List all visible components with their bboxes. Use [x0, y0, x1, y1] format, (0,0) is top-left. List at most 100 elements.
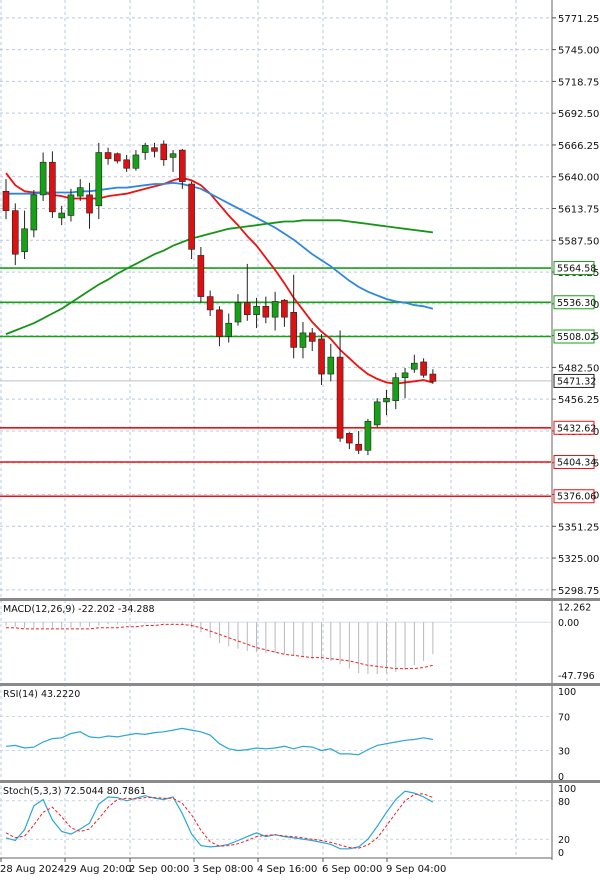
candle-bearish — [216, 309, 223, 337]
candle-bullish — [401, 372, 409, 378]
price-tick-label: 5351.25 — [558, 522, 599, 533]
candle-bearish — [429, 373, 437, 382]
candle-bullish — [225, 322, 233, 337]
macd-tick-label: 0.00 — [558, 618, 579, 629]
stoch-tick-label: 20 — [558, 835, 570, 846]
moving-average-line — [5, 172, 434, 385]
price-tick-label: 5745.00 — [558, 46, 599, 57]
candle-bearish — [197, 255, 205, 297]
price-tick-label: 5718.75 — [558, 77, 599, 88]
macd-tick-label: -47.796 — [558, 671, 595, 682]
pane-separator — [0, 598, 600, 601]
candle-bullish — [327, 356, 335, 375]
price-tick-label: 5325.00 — [558, 554, 599, 565]
candle-bearish — [104, 152, 112, 159]
price-tick-label: 5771.25 — [558, 14, 599, 25]
rsi-line — [5, 727, 434, 756]
candle-bearish — [206, 296, 214, 311]
candle-bearish — [262, 305, 270, 318]
candle-bearish — [123, 159, 130, 169]
candle-bullish — [21, 228, 28, 253]
pane-separator — [0, 683, 600, 686]
candle-bearish — [336, 356, 344, 439]
level-label: 5404.34 — [557, 458, 596, 469]
candle-bullish — [67, 194, 75, 216]
price-tick-label: 5587.50 — [558, 236, 599, 247]
price-tick-label: 5640.00 — [558, 173, 599, 184]
candle-bullish — [169, 153, 177, 158]
pane-separator — [0, 780, 600, 783]
stoch-tick-label: 0 — [558, 848, 564, 859]
candle-bullish — [39, 161, 47, 196]
candle-bearish — [11, 210, 19, 255]
level-label: 5508.02 — [557, 332, 596, 343]
level-label-box — [553, 489, 595, 504]
candle-bullish — [271, 301, 279, 318]
macd-label: MACD(12,26,9) -22.202 -34.288 — [3, 604, 155, 615]
level-label-box — [553, 261, 595, 276]
candle-bearish — [346, 433, 353, 444]
candle-bearish — [114, 153, 121, 162]
candle-bullish — [76, 187, 84, 197]
candle-bearish — [151, 147, 158, 152]
time-tick-label: 4 Sep 16:00 — [257, 864, 317, 875]
candle-bearish — [160, 143, 168, 161]
candle-bearish — [355, 443, 362, 451]
stoch-tick-label: 80 — [558, 797, 570, 808]
candle-bearish — [243, 302, 251, 316]
candle-bearish — [188, 183, 195, 250]
time-tick-label: 9 Sep 04:00 — [386, 864, 446, 875]
candle-bearish — [49, 161, 56, 213]
time-tick-label: 2 Sep 00:00 — [129, 864, 189, 875]
candle-bearish — [308, 332, 316, 342]
level-label-box — [553, 295, 595, 310]
stoch-d-line — [5, 793, 434, 849]
candle-bullish — [253, 305, 260, 316]
level-label: 5432.62 — [557, 423, 596, 434]
level-label: 5376.06 — [557, 492, 596, 503]
candle-bullish — [373, 401, 381, 426]
candle-bullish — [299, 332, 307, 348]
candle-bullish — [234, 302, 242, 323]
level-label-box — [553, 455, 595, 470]
price-tick-label: 5613.75 — [558, 205, 599, 216]
price-tick-label: 5298.75 — [558, 586, 599, 597]
candle-bullish — [364, 420, 372, 451]
current-price-label: 5471.32 — [557, 376, 596, 387]
stoch-tick-label: 100 — [558, 784, 576, 795]
candle-bearish — [290, 312, 297, 348]
rsi-tick-label: 70 — [558, 713, 570, 724]
moving-average-line — [5, 219, 434, 335]
price-tick-label: 5666.25 — [558, 141, 599, 152]
candle-bullish — [95, 152, 103, 207]
price-tick-label: 5692.50 — [558, 109, 599, 120]
candle-bullish — [132, 154, 140, 169]
candle-bearish — [281, 299, 288, 318]
level-label-box — [553, 420, 595, 435]
stoch-label: Stoch(5,3,3) 72.5044 80.7861 — [3, 786, 146, 797]
candle-bearish — [2, 190, 10, 211]
level-label: 5536.30 — [557, 298, 596, 309]
candle-bearish — [179, 149, 186, 182]
candle-bearish — [318, 338, 325, 375]
candle-bullish — [58, 212, 65, 219]
macd-signal-line — [6, 623, 434, 670]
candle-bearish — [420, 361, 427, 376]
rsi-tick-label: 100 — [558, 687, 576, 698]
candle-bullish — [30, 194, 38, 231]
rsi-label: RSI(14) 43.2220 — [3, 689, 80, 700]
time-tick-label: 6 Sep 00:00 — [322, 864, 382, 875]
candle-bearish — [86, 194, 93, 214]
candle-bullish — [141, 144, 149, 153]
current-price-label-box — [553, 373, 595, 388]
candle-bullish — [392, 377, 400, 401]
price-tick-label: 5482.50 — [558, 363, 599, 374]
price-tick-label: 5456.25 — [558, 395, 599, 406]
level-label-box — [553, 329, 595, 344]
candle-bullish — [411, 362, 418, 370]
candle-bullish — [383, 397, 390, 403]
time-tick-label: 29 Aug 20:00 — [64, 864, 131, 875]
time-tick-label: 3 Sep 08:00 — [193, 864, 253, 875]
